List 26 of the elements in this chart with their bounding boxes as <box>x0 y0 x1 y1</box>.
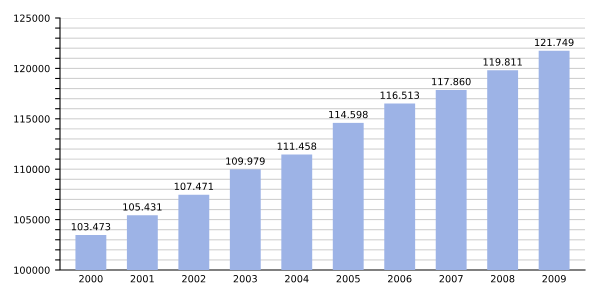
data-label: 107.471 <box>174 182 214 190</box>
data-label: 114.598 <box>329 110 368 118</box>
x-tick-label: 2005 <box>336 275 360 282</box>
x-tick-label: 2001 <box>130 275 154 282</box>
y-tick-label: 125000 <box>14 14 50 22</box>
y-tick-label: 120000 <box>14 64 50 72</box>
x-tick-label: 2000 <box>79 275 103 282</box>
data-label: 111.458 <box>278 142 316 150</box>
y-tick-label: 105000 <box>14 216 50 224</box>
y-tick-label: 100000 <box>14 266 50 274</box>
x-tick-label: 2007 <box>440 275 463 282</box>
x-tick-label: 2008 <box>490 275 514 282</box>
x-tick-label: 2009 <box>542 275 566 282</box>
data-label: 105.431 <box>123 203 162 211</box>
x-tick-label: 2004 <box>285 275 309 282</box>
y-tick-label: 115000 <box>14 115 50 123</box>
data-label: 103.473 <box>72 222 110 230</box>
data-label: 109.979 <box>226 157 265 165</box>
x-tick-label: 2002 <box>182 275 206 282</box>
data-label: 116.513 <box>380 92 420 99</box>
data-label: 117.860 <box>432 78 471 86</box>
data-label: 119.811 <box>484 58 522 66</box>
data-label: 121.749 <box>535 38 574 46</box>
x-tick-label: 2006 <box>388 275 412 282</box>
x-tick-label: 2003 <box>234 275 257 282</box>
y-tick-label: 110000 <box>14 166 50 174</box>
